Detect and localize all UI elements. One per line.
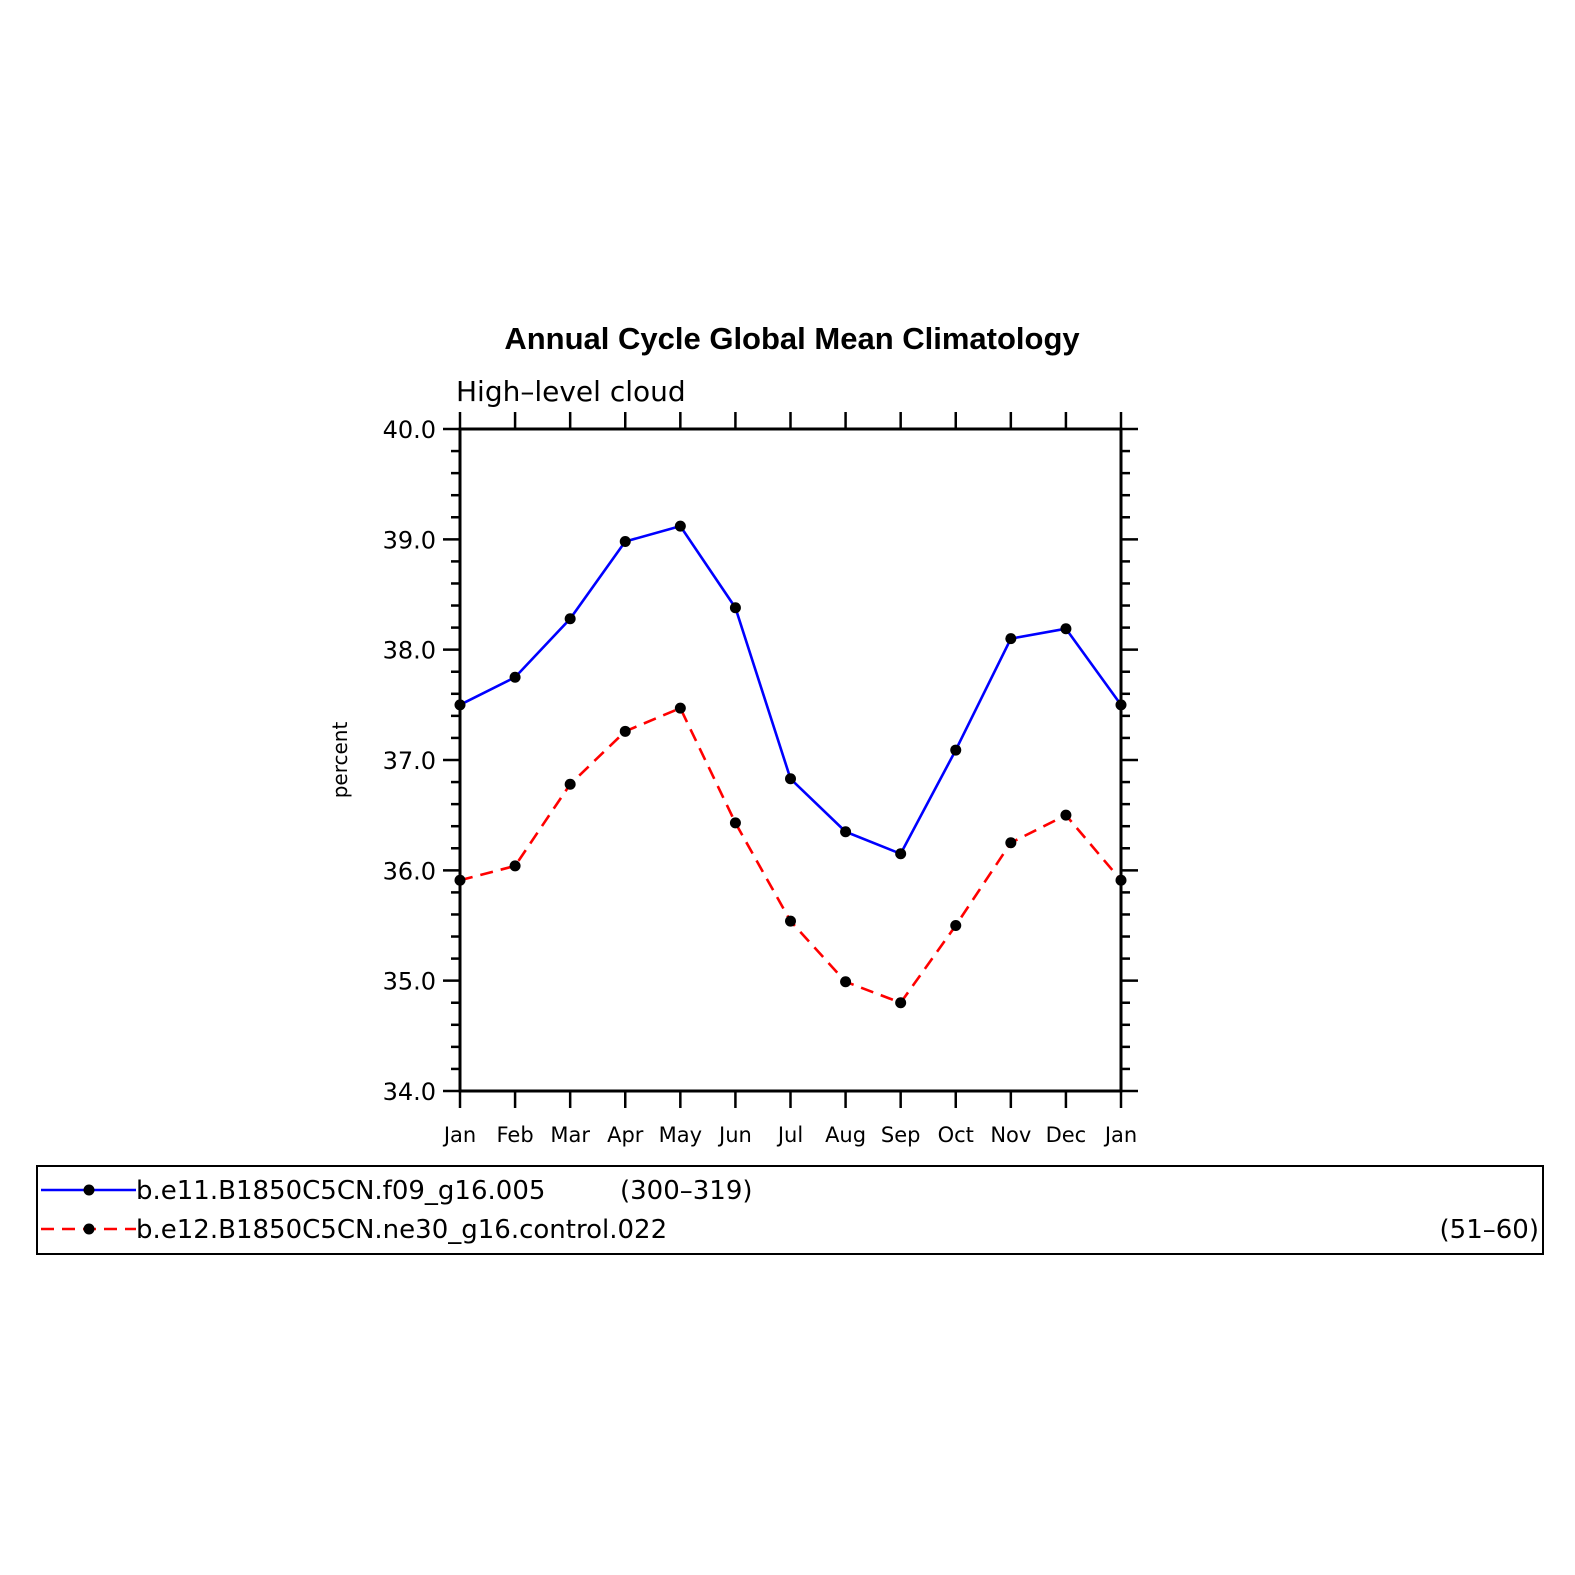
legend: b.e11.B1850C5CN.f09_g16.005 (300–319) b.e1… [36, 1165, 1544, 1255]
series-2-point [840, 976, 852, 988]
series-2-point [509, 860, 521, 872]
series-2-point [950, 920, 962, 931]
series-line-1 [459, 524, 1123, 856]
legend-label-2: b.e12.B1850C5CN.ne30_g16.control.022 [136, 1215, 667, 1245]
series-2-point [895, 997, 907, 1009]
series-1-point [619, 536, 631, 548]
series-2-point [729, 817, 741, 829]
x-tick-label: Jan [1103, 1123, 1137, 1147]
series-2-point [1115, 874, 1127, 886]
series-1-point [785, 773, 796, 785]
series-1-point [729, 602, 741, 614]
legend-label-1: b.e11.B1850C5CN.f09_g16.005 [136, 1176, 545, 1206]
series-1-point [950, 744, 962, 756]
series-2-point [619, 725, 631, 737]
chart-subtitle: High–level cloud [456, 375, 686, 408]
x-tick-label: Dec [1046, 1123, 1087, 1147]
series-1-point [674, 520, 686, 532]
chart-title: Annual Cycle Global Mean Climatology [504, 321, 1080, 356]
series-1-point [1060, 623, 1072, 635]
legend-box [36, 1165, 1544, 1255]
series-1-point [564, 613, 576, 625]
x-tick-label: May [659, 1123, 702, 1147]
y-tick-label: 36.0 [383, 857, 436, 885]
series-2-point [1005, 837, 1017, 849]
x-tick-label: Jul [776, 1123, 803, 1147]
y-tick-label: 34.0 [383, 1078, 436, 1106]
series-2-point [674, 702, 686, 714]
series-1-point [1115, 699, 1127, 711]
y-tick-label: 35.0 [383, 968, 436, 996]
series-1-point [509, 671, 521, 683]
series-2-point [1060, 809, 1072, 821]
series-1-point [840, 826, 852, 838]
plot-frame [458, 427, 1123, 1093]
series-1-point [895, 848, 907, 860]
x-tick-label: Feb [496, 1123, 533, 1147]
series-group [454, 520, 1127, 1009]
y-axis-label: percent [328, 722, 352, 799]
y-tick-label: 38.0 [383, 637, 436, 665]
x-tick-label: Apr [607, 1123, 644, 1147]
legend-years-1: (300–319) [620, 1176, 753, 1206]
series-2-point [454, 874, 466, 886]
y-tick-label: 40.0 [383, 416, 436, 444]
x-tick-label: Jun [717, 1123, 752, 1147]
legend-years-2: (51–60) [1440, 1215, 1539, 1245]
y-tick-label: 37.0 [383, 747, 436, 775]
x-tick-label: Nov [990, 1123, 1031, 1147]
x-tick-label: Oct [938, 1123, 974, 1147]
series-2-point [785, 915, 796, 927]
x-tick-label: Sep [881, 1123, 921, 1147]
x-tick-label: Mar [550, 1123, 590, 1147]
y-tick-label: 39.0 [383, 526, 436, 554]
x-tick-label: Aug [825, 1123, 866, 1147]
series-1-point [1005, 633, 1017, 645]
series-1-point [454, 699, 466, 711]
legend-marker-2 [83, 1223, 95, 1235]
series-line-2 [459, 706, 1122, 1005]
axes: 34.0 35.0 36.0 37.0 38.0 39.0 40.0 Jan Feb Mar Apr… [383, 412, 1138, 1147]
series-2-point [564, 778, 576, 790]
x-tick-label: Jan [442, 1123, 476, 1147]
legend-marker-1 [83, 1184, 95, 1196]
